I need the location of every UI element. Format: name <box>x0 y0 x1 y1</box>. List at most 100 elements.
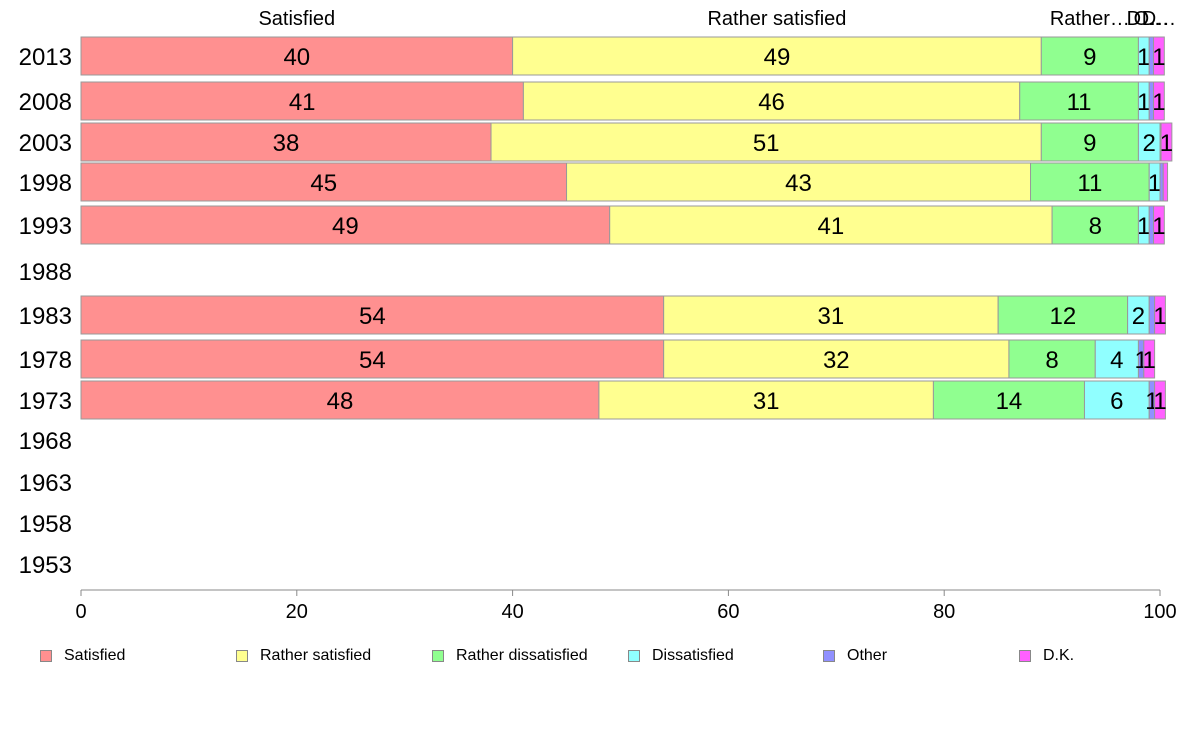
bar-1993-d-k- <box>1153 205 1165 245</box>
data-label-2003-satisfied: 38 <box>273 130 300 157</box>
category-label-1988: 1988 <box>19 259 72 286</box>
category-label-1963: 1963 <box>19 470 72 497</box>
bar-1978-rather-satisfied <box>663 339 1010 379</box>
bar-1998-satisfied <box>80 162 568 202</box>
category-label-1958: 1958 <box>19 511 72 538</box>
data-label-1973-satisfied: 48 <box>327 388 354 415</box>
legend: Satisfied Rather satisfied Rather dissatis… <box>0 646 1188 666</box>
bar-1998-rather-satisfied <box>566 162 1032 202</box>
data-label-1973-rather-dissatisfied: 14 <box>996 388 1023 415</box>
legend-item-d-k-: D.K. <box>1019 646 1074 666</box>
data-label-1973-dissatisfied: 6 <box>1110 388 1123 415</box>
data-label-1978-satisfied: 54 <box>359 347 386 374</box>
data-label-2003-rather-dissatisfied: 9 <box>1083 130 1096 157</box>
category-label-1983: 1983 <box>19 303 72 330</box>
legend-item-satisfied: Satisfied <box>40 646 125 666</box>
category-label-2008: 2008 <box>19 89 72 116</box>
data-label-1993-rather-satisfied: 41 <box>818 213 845 240</box>
x-tick-label-20: 20 <box>286 601 308 623</box>
bar-2013-rather-dissatisfied <box>1040 36 1139 76</box>
legend-label: D.K. <box>1043 647 1075 664</box>
data-label-1998-satisfied: 45 <box>310 170 337 197</box>
bar-1973-rather-satisfied <box>598 380 934 420</box>
bar-1978-satisfied <box>80 339 665 379</box>
legend-swatch <box>236 650 248 662</box>
data-label-1993-d-k-: 1 <box>1152 213 1165 240</box>
data-label-2013-rather-dissatisfied: 9 <box>1083 44 1096 71</box>
bar-1978-dissatisfied <box>1094 339 1139 379</box>
bar-2003-rather-satisfied <box>490 122 1042 162</box>
data-label-2013-dissatisfied: 1 <box>1137 44 1150 71</box>
data-label-1983-d-k-: 1 <box>1153 303 1166 330</box>
bar-1993-satisfied <box>80 205 611 245</box>
data-label-1998-rather-dissatisfied: 11 <box>1077 170 1102 197</box>
bar-2008-rather-dissatisfied <box>1019 81 1139 121</box>
legend-label: Rather dissatisfied <box>456 647 588 664</box>
top-label-other: O… <box>1134 8 1170 30</box>
bar-2013-d-k- <box>1153 36 1165 76</box>
data-label-1998-rather-satisfied: 43 <box>785 170 812 197</box>
legend-swatch <box>628 650 640 662</box>
legend-swatch <box>432 650 444 662</box>
category-label-1978: 1978 <box>19 347 72 374</box>
x-tick-label-0: 0 <box>75 601 86 623</box>
top-label-d-k-: D… <box>1142 8 1176 30</box>
bar-1973-d-k- <box>1154 380 1166 420</box>
data-label-1973-rather-satisfied: 31 <box>753 388 780 415</box>
bar-2013-rather-satisfied <box>512 36 1042 76</box>
data-label-2003-dissatisfied: 2 <box>1143 130 1156 157</box>
data-label-1998-dissatisfied: 1 <box>1148 170 1161 197</box>
x-tick-label-40: 40 <box>501 601 523 623</box>
bar-1998-d-k- <box>1162 162 1169 202</box>
data-label-2003-rather-satisfied: 51 <box>753 130 780 157</box>
category-label-1973: 1973 <box>19 388 72 415</box>
category-label-1953: 1953 <box>19 552 72 579</box>
bar-2008-d-k- <box>1153 81 1165 121</box>
data-label-1993-rather-dissatisfied: 8 <box>1089 213 1102 240</box>
data-label-1978-d-k-: 1 <box>1143 347 1156 374</box>
data-label-1978-rather-satisfied: 32 <box>823 347 850 374</box>
data-label-2013-d-k-: 1 <box>1152 44 1165 71</box>
data-label-1983-satisfied: 54 <box>359 303 386 330</box>
legend-item-rather-dissatisfied: Rather dissatisfied <box>432 646 588 666</box>
bar-1978-rather-dissatisfied <box>1008 339 1096 379</box>
legend-item-rather-satisfied: Rather satisfied <box>236 646 371 666</box>
top-label-dissatisfied: D… <box>1127 8 1161 30</box>
x-tick-label-100: 100 <box>1143 601 1176 623</box>
data-label-1973-d-k-: 1 <box>1153 388 1166 415</box>
legend-swatch <box>40 650 52 662</box>
bar-2008-rather-satisfied <box>522 81 1021 121</box>
data-label-1983-rather-satisfied: 31 <box>818 303 845 330</box>
legend-label: Other <box>847 647 888 664</box>
data-label-1983-rather-dissatisfied: 12 <box>1050 303 1077 330</box>
category-label-2003: 2003 <box>19 130 72 157</box>
bar-2013-satisfied <box>80 36 514 76</box>
category-label-1968: 1968 <box>19 428 72 455</box>
legend-swatch <box>1019 650 1031 662</box>
data-label-1983-dissatisfied: 2 <box>1132 303 1145 330</box>
bar-2003-d-k- <box>1160 122 1173 162</box>
data-label-2013-satisfied: 40 <box>283 44 310 71</box>
top-label-rather-dissatisfied: Rather… <box>1050 8 1130 30</box>
bar-1998-rather-dissatisfied <box>1030 162 1150 202</box>
legend-label: Satisfied <box>64 647 126 664</box>
x-tick-label-80: 80 <box>933 601 955 623</box>
data-label-1993-dissatisfied: 1 <box>1137 213 1150 240</box>
bar-1978-d-k- <box>1143 339 1156 379</box>
data-label-2008-d-k-: 1 <box>1152 89 1165 116</box>
bar-2003-satisfied <box>80 122 492 162</box>
bar-1983-satisfied <box>80 295 665 335</box>
x-tick-label-60: 60 <box>717 601 739 623</box>
data-label-2008-rather-satisfied: 46 <box>758 89 785 116</box>
legend-item-other: Other <box>823 646 887 666</box>
data-label-2013-rather-satisfied: 49 <box>764 44 791 71</box>
category-label-1998: 1998 <box>19 170 72 197</box>
data-label-1993-satisfied: 49 <box>332 213 359 240</box>
data-label-2008-dissatisfied: 1 <box>1137 89 1150 116</box>
bar-2008-satisfied <box>80 81 524 121</box>
category-label-2013: 2013 <box>19 44 72 71</box>
bar-1983-rather-satisfied <box>663 295 999 335</box>
legend-label: Rather satisfied <box>260 647 372 664</box>
data-label-2003-d-k-: 1 <box>1160 130 1173 157</box>
bar-1983-d-k- <box>1154 295 1166 335</box>
